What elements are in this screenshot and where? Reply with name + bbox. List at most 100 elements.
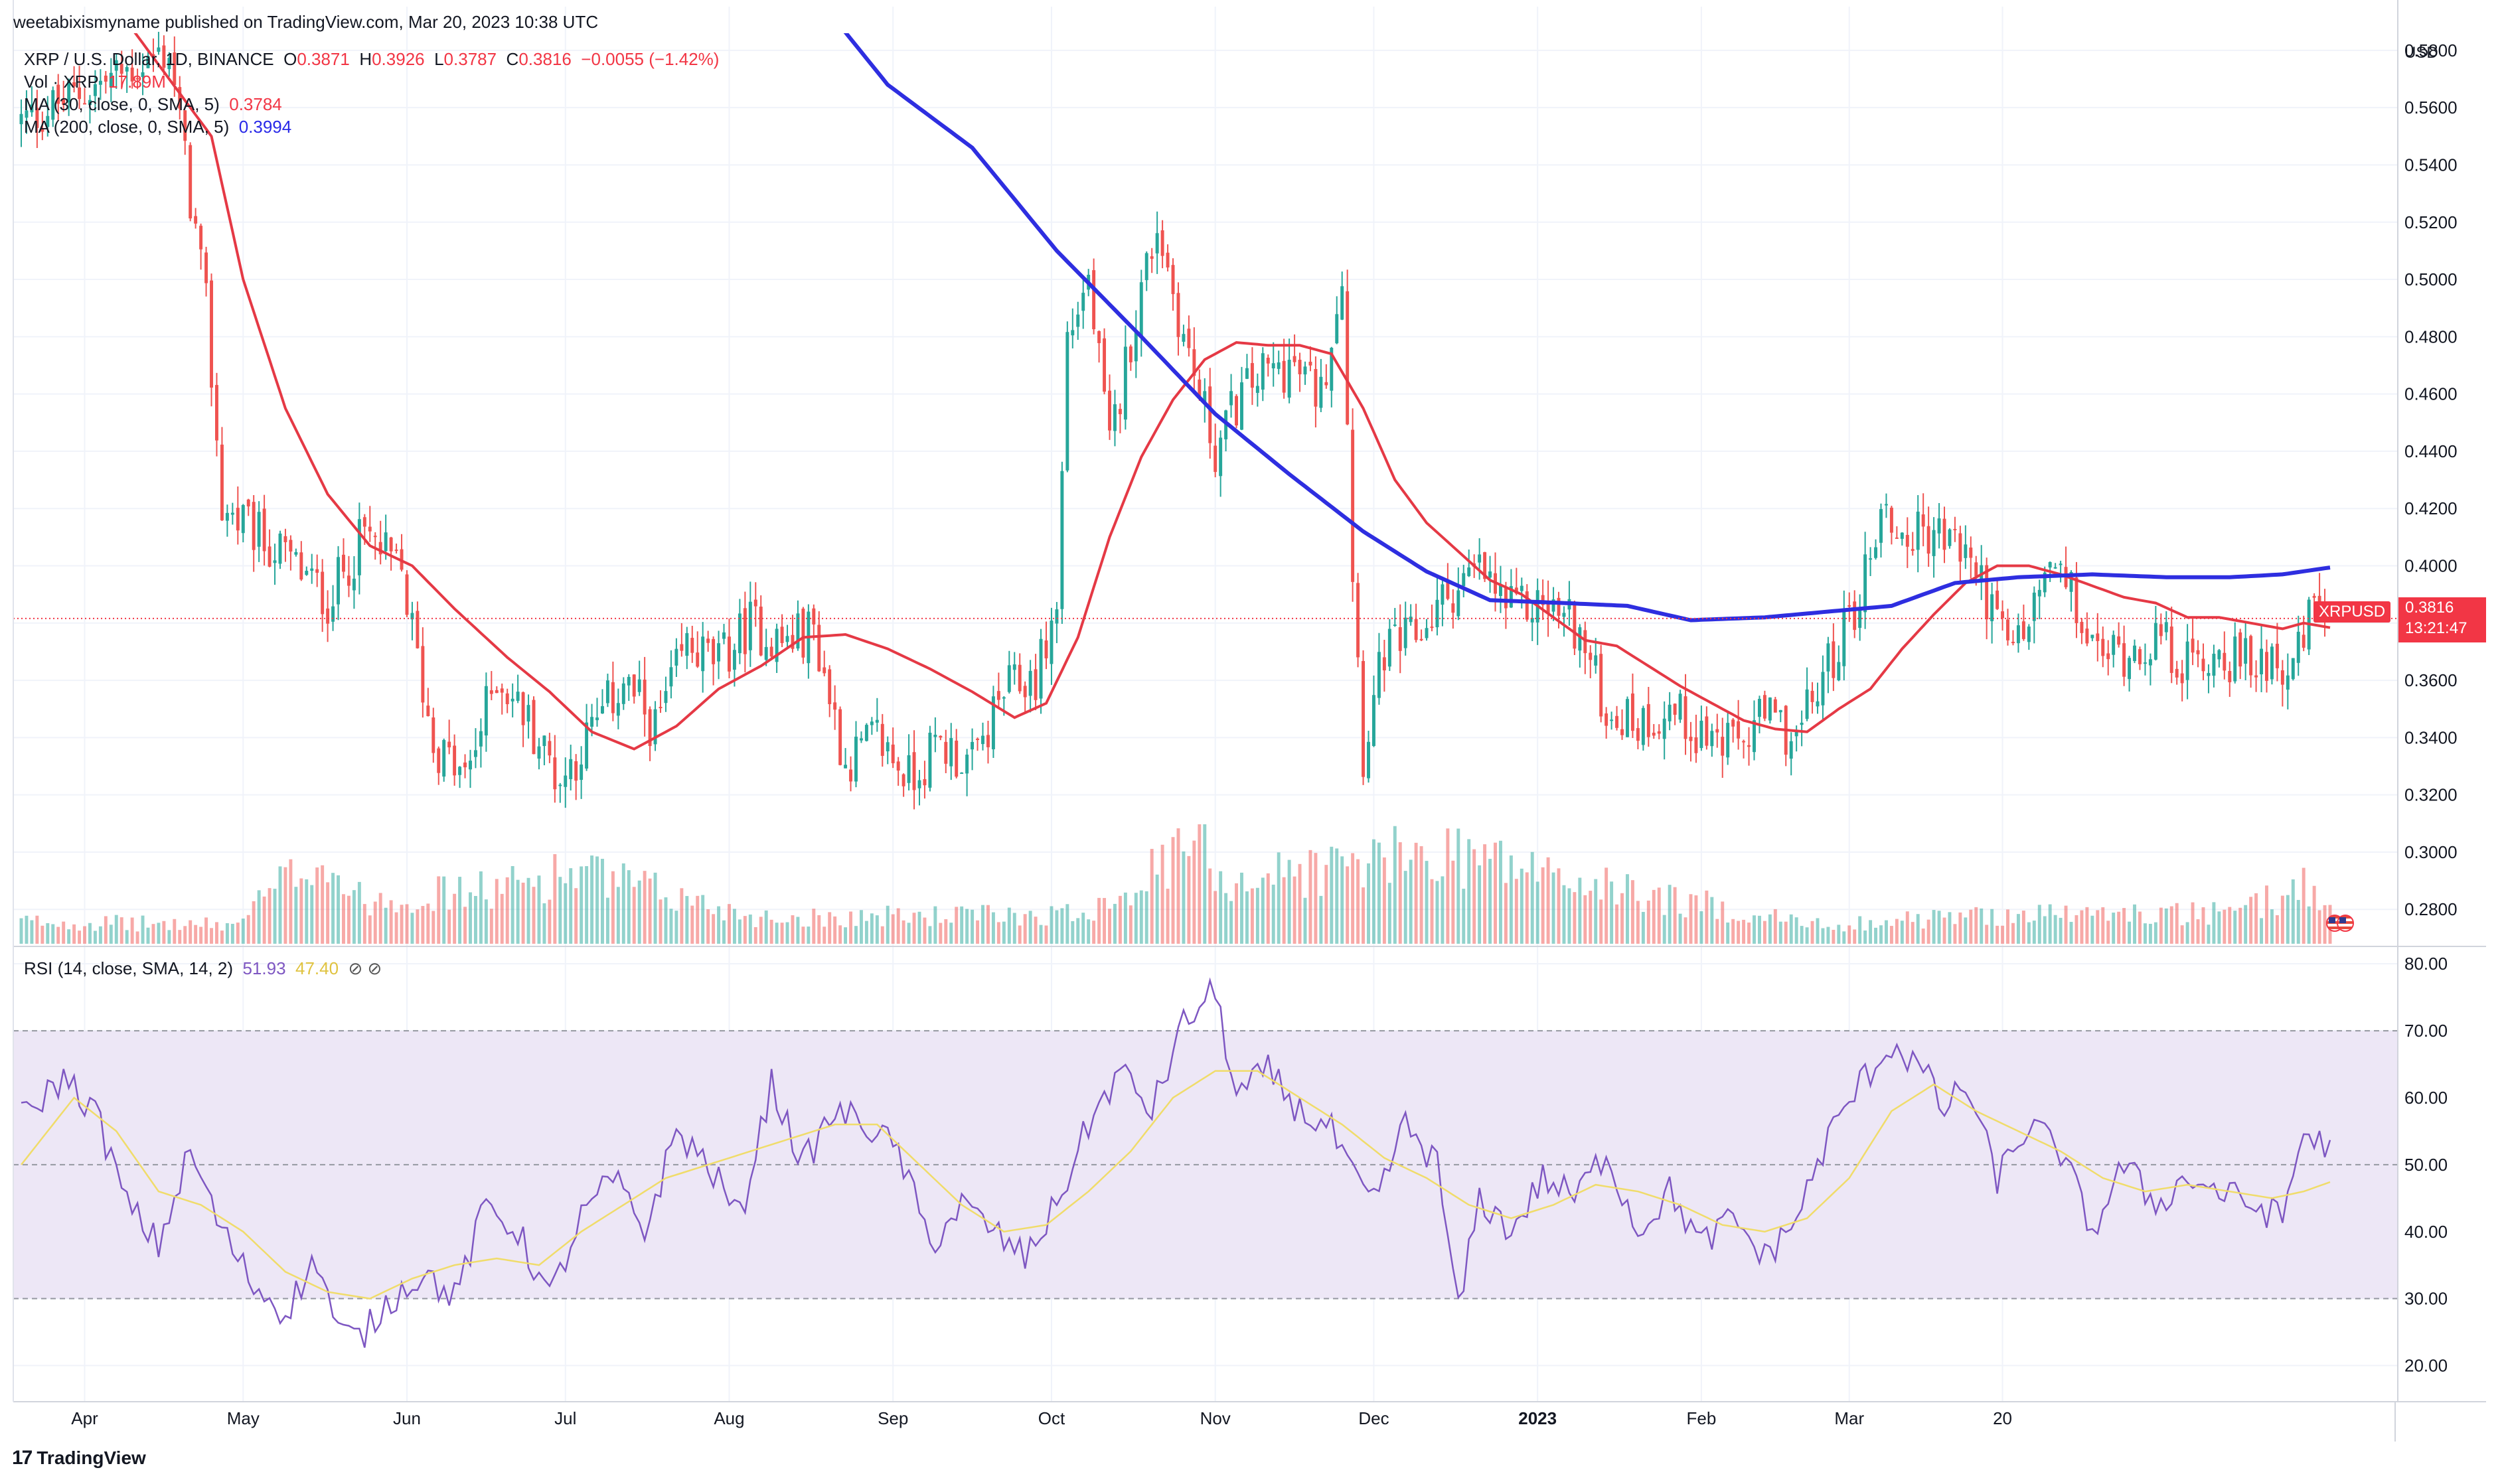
candle-body[interactable]: [690, 638, 694, 653]
candle-body[interactable]: [717, 643, 721, 662]
candle-body[interactable]: [1731, 719, 1735, 727]
candle-body[interactable]: [389, 537, 393, 552]
candle-body[interactable]: [1636, 728, 1640, 741]
candle-body[interactable]: [664, 691, 668, 704]
candle-body[interactable]: [659, 707, 663, 709]
candle-body[interactable]: [1028, 670, 1032, 696]
candle-body[interactable]: [886, 742, 890, 752]
ma200-legend-row[interactable]: MA (200, close, 0, SMA, 5) 0.3994: [24, 115, 719, 138]
candle-body[interactable]: [780, 627, 784, 643]
candle-body[interactable]: [1255, 386, 1259, 393]
candle-body[interactable]: [1599, 654, 1603, 717]
candle-body[interactable]: [1847, 605, 1851, 607]
candle-body[interactable]: [2048, 561, 2052, 568]
candle-body[interactable]: [321, 571, 325, 615]
candle-body[interactable]: [1646, 704, 1650, 737]
candle-body[interactable]: [833, 702, 837, 710]
candle-body[interactable]: [173, 52, 177, 86]
candle-body[interactable]: [1863, 554, 1867, 613]
candle-body[interactable]: [1805, 689, 1809, 719]
candle-body[interactable]: [1662, 718, 1666, 739]
candle-body[interactable]: [2244, 638, 2248, 664]
candle-body[interactable]: [2228, 671, 2232, 682]
candle-body[interactable]: [125, 67, 129, 72]
candle-body[interactable]: [1108, 390, 1111, 431]
candle-body[interactable]: [72, 82, 76, 87]
candle-body[interactable]: [532, 700, 536, 755]
candle-body[interactable]: [1261, 353, 1265, 390]
candle-body[interactable]: [1678, 694, 1682, 720]
candle-body[interactable]: [2106, 653, 2110, 660]
candle-body[interactable]: [167, 58, 171, 70]
candle-body[interactable]: [1657, 731, 1661, 734]
candle-body[interactable]: [2312, 595, 2316, 598]
candle-body[interactable]: [1757, 699, 1761, 717]
candle-body[interactable]: [1589, 652, 1593, 660]
candle-body[interactable]: [965, 755, 969, 774]
candle-body[interactable]: [2291, 658, 2295, 680]
candle-body[interactable]: [1842, 610, 1846, 666]
candle-body[interactable]: [421, 646, 425, 703]
candle-body[interactable]: [220, 444, 224, 520]
candle-body[interactable]: [2185, 641, 2189, 680]
candle-body[interactable]: [558, 784, 562, 786]
candle-body[interactable]: [722, 632, 726, 639]
candle-body[interactable]: [1926, 526, 1930, 554]
candle-body[interactable]: [1346, 291, 1350, 425]
candle-body[interactable]: [1985, 565, 1989, 620]
candle-body[interactable]: [1889, 507, 1893, 533]
candle-body[interactable]: [88, 100, 92, 106]
candle-body[interactable]: [1393, 625, 1397, 627]
candle-body[interactable]: [1990, 594, 1994, 621]
candle-body[interactable]: [574, 761, 578, 781]
candle-body[interactable]: [146, 56, 150, 68]
candle-body[interactable]: [489, 690, 493, 694]
candle-body[interactable]: [580, 764, 584, 780]
candle-body[interactable]: [453, 745, 457, 776]
candle-body[interactable]: [1530, 618, 1534, 623]
candle-body[interactable]: [1446, 579, 1450, 599]
candle-body[interactable]: [743, 608, 747, 654]
candle-body[interactable]: [516, 692, 520, 701]
candle-body[interactable]: [1578, 627, 1582, 651]
candle-body[interactable]: [986, 735, 990, 747]
candle-body[interactable]: [119, 64, 123, 74]
candle-body[interactable]: [1683, 696, 1687, 739]
candle-body[interactable]: [162, 45, 166, 68]
candle-body[interactable]: [410, 613, 414, 620]
candle-body[interactable]: [791, 634, 795, 649]
candle-body[interactable]: [416, 611, 420, 648]
candle-body[interactable]: [738, 613, 742, 654]
candle-body[interactable]: [1409, 617, 1413, 623]
candle-body[interactable]: [1166, 252, 1170, 267]
candle-body[interactable]: [680, 644, 684, 651]
candle-body[interactable]: [1182, 334, 1186, 342]
candle-body[interactable]: [1097, 331, 1101, 343]
candle-body[interactable]: [1699, 720, 1703, 749]
candle-body[interactable]: [273, 560, 277, 563]
candle-body[interactable]: [907, 755, 911, 783]
candle-body[interactable]: [93, 84, 97, 96]
candle-body[interactable]: [1065, 332, 1069, 471]
candle-body[interactable]: [2085, 629, 2089, 644]
candle-body[interactable]: [405, 574, 409, 615]
candle-body[interactable]: [1837, 662, 1841, 680]
candle-body[interactable]: [696, 652, 700, 667]
candle-body[interactable]: [1235, 396, 1238, 425]
candle-body[interactable]: [712, 638, 716, 664]
candle-body[interactable]: [2175, 668, 2179, 678]
candle-body[interactable]: [521, 692, 525, 725]
candle-body[interactable]: [2117, 636, 2121, 645]
candle-body[interactable]: [394, 550, 398, 552]
candle-body[interactable]: [1869, 558, 1873, 560]
candle-body[interactable]: [1303, 366, 1307, 375]
candle-body[interactable]: [2090, 634, 2094, 638]
candle-body[interactable]: [1895, 537, 1899, 539]
candle-body[interactable]: [759, 607, 763, 656]
candle-body[interactable]: [812, 608, 816, 625]
candle-body[interactable]: [1129, 346, 1133, 362]
candle-body[interactable]: [252, 502, 256, 550]
candle-body[interactable]: [605, 680, 609, 704]
candle-body[interactable]: [210, 280, 213, 388]
